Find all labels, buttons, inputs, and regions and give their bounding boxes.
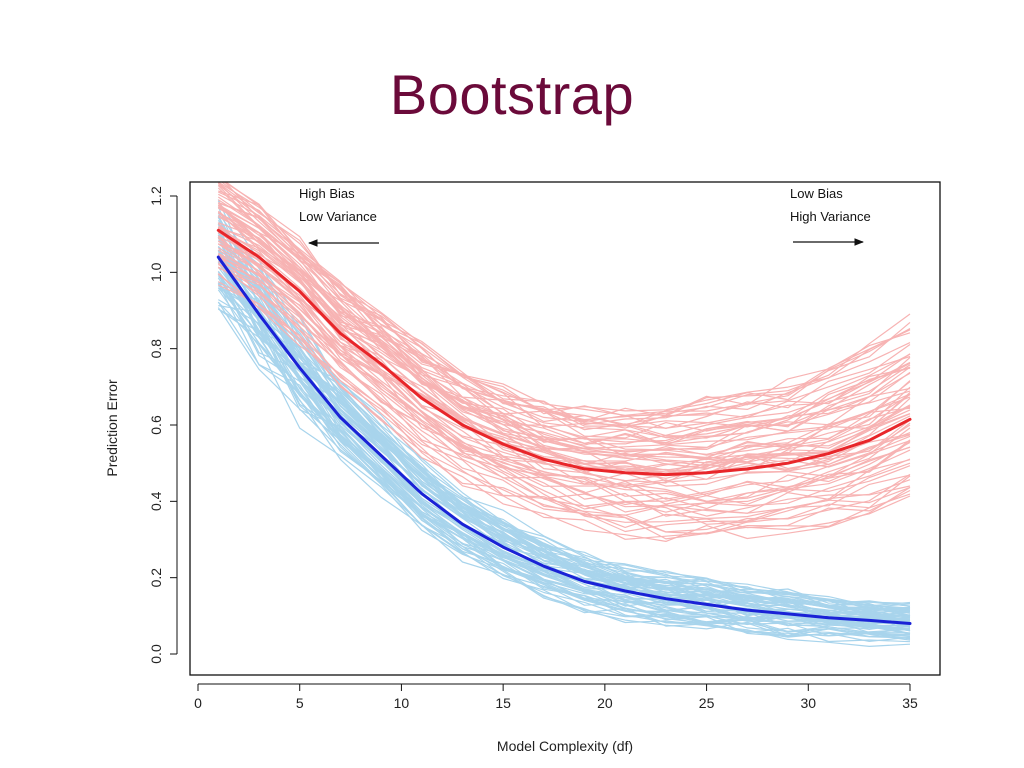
x-tick-label: 35 <box>902 695 918 711</box>
annotation-low-bias-text: Low Bias <box>790 186 843 201</box>
x-tick-label: 0 <box>194 695 202 711</box>
annotation-high-bias-text: Low Variance <box>299 209 377 224</box>
x-tick-label: 30 <box>800 695 816 711</box>
train-bootstrap-curve <box>217 307 911 637</box>
slide-title: Bootstrap <box>389 63 635 126</box>
test-bootstrap-curve <box>217 204 911 457</box>
test-bootstrap-curve <box>218 212 911 459</box>
test-bootstrap-curve <box>217 182 911 429</box>
test-bootstrap-curve <box>217 187 911 429</box>
test-bootstrap-curve <box>218 227 911 479</box>
y-tick-label: 0.2 <box>148 568 164 588</box>
x-tick-label: 10 <box>394 695 410 711</box>
train-bootstrap-curve <box>217 255 911 616</box>
test-bootstrap-curve <box>217 204 911 445</box>
test-mean-line <box>216 228 912 477</box>
plot-frame <box>189 181 941 676</box>
x-axis: 0 5 10 15 20 25 30 35 <box>194 683 918 711</box>
y-tick-label: 0.4 <box>148 491 164 511</box>
train-bootstrap-curve <box>217 261 911 621</box>
test-bootstrap-curve <box>218 260 911 517</box>
y-tick-label: 1.0 <box>148 262 164 282</box>
test-bootstrap-curve <box>224 182 911 412</box>
test-bootstrap-curve <box>217 204 911 451</box>
train-bootstrap-curve <box>217 273 911 638</box>
test-bootstrap-curve <box>217 273 911 542</box>
x-axis-label: Model Complexity (df) <box>497 738 633 754</box>
test-bootstrap-curve <box>217 227 911 480</box>
x-tick-label: 5 <box>296 695 304 711</box>
test-bootstrap-curve <box>218 264 911 529</box>
test-bootstrap-curve <box>217 266 911 516</box>
mean-curves <box>216 228 912 625</box>
train-bootstrap-curve <box>218 305 911 620</box>
annotations: High Bias Low Variance Low Bias High Varian… <box>299 186 871 247</box>
y-axis-label: Prediction Error <box>104 379 120 477</box>
train-bootstrap-curve <box>217 226 911 617</box>
annotation-high-bias-text: High Bias <box>299 186 355 201</box>
annotation-low-bias-text: High Variance <box>790 209 871 224</box>
test-bootstrap-curve <box>218 201 911 437</box>
test-bootstrap-curve <box>218 240 911 482</box>
test-bootstrap-curve <box>218 252 911 503</box>
y-tick-label: 1.2 <box>148 186 164 206</box>
train-bootstrap-curve <box>217 283 911 639</box>
test-bootstrap-curve <box>217 211 911 449</box>
test-bootstrap-curve <box>217 222 911 476</box>
test-bootstrap-curve <box>218 232 911 472</box>
test-bootstrap-curve <box>217 243 911 503</box>
y-tick-label: 0.8 <box>148 339 164 359</box>
test-bootstrap-curve <box>217 182 911 428</box>
train-bootstrap-curve <box>217 240 911 611</box>
y-tick-label: 0.6 <box>148 415 164 435</box>
x-tick-label: 15 <box>495 695 511 711</box>
x-tick-label: 25 <box>699 695 715 711</box>
train-mean-line <box>216 255 912 625</box>
test-bootstrap-curve <box>220 182 911 426</box>
test-bootstrap-curve <box>217 273 911 540</box>
test-bootstrap-curve <box>217 207 911 467</box>
train-bootstrap-curve <box>217 200 911 617</box>
y-axis: 0.0 0.2 0.4 0.6 0.8 1.0 1.2 <box>148 186 178 664</box>
y-tick-label: 0.0 <box>148 644 164 664</box>
bootstrap-curves <box>217 182 911 647</box>
train-bootstrap-curve <box>217 301 911 638</box>
test-bootstrap-curve <box>218 190 911 429</box>
test-bootstrap-curve <box>217 235 911 500</box>
train-bootstrap-curve <box>217 261 911 613</box>
test-bootstrap-curve <box>217 231 911 471</box>
test-bootstrap-curve <box>218 216 911 461</box>
x-tick-label: 20 <box>597 695 613 711</box>
test-bootstrap-curve <box>217 262 911 533</box>
test-bootstrap-curve <box>217 253 911 510</box>
